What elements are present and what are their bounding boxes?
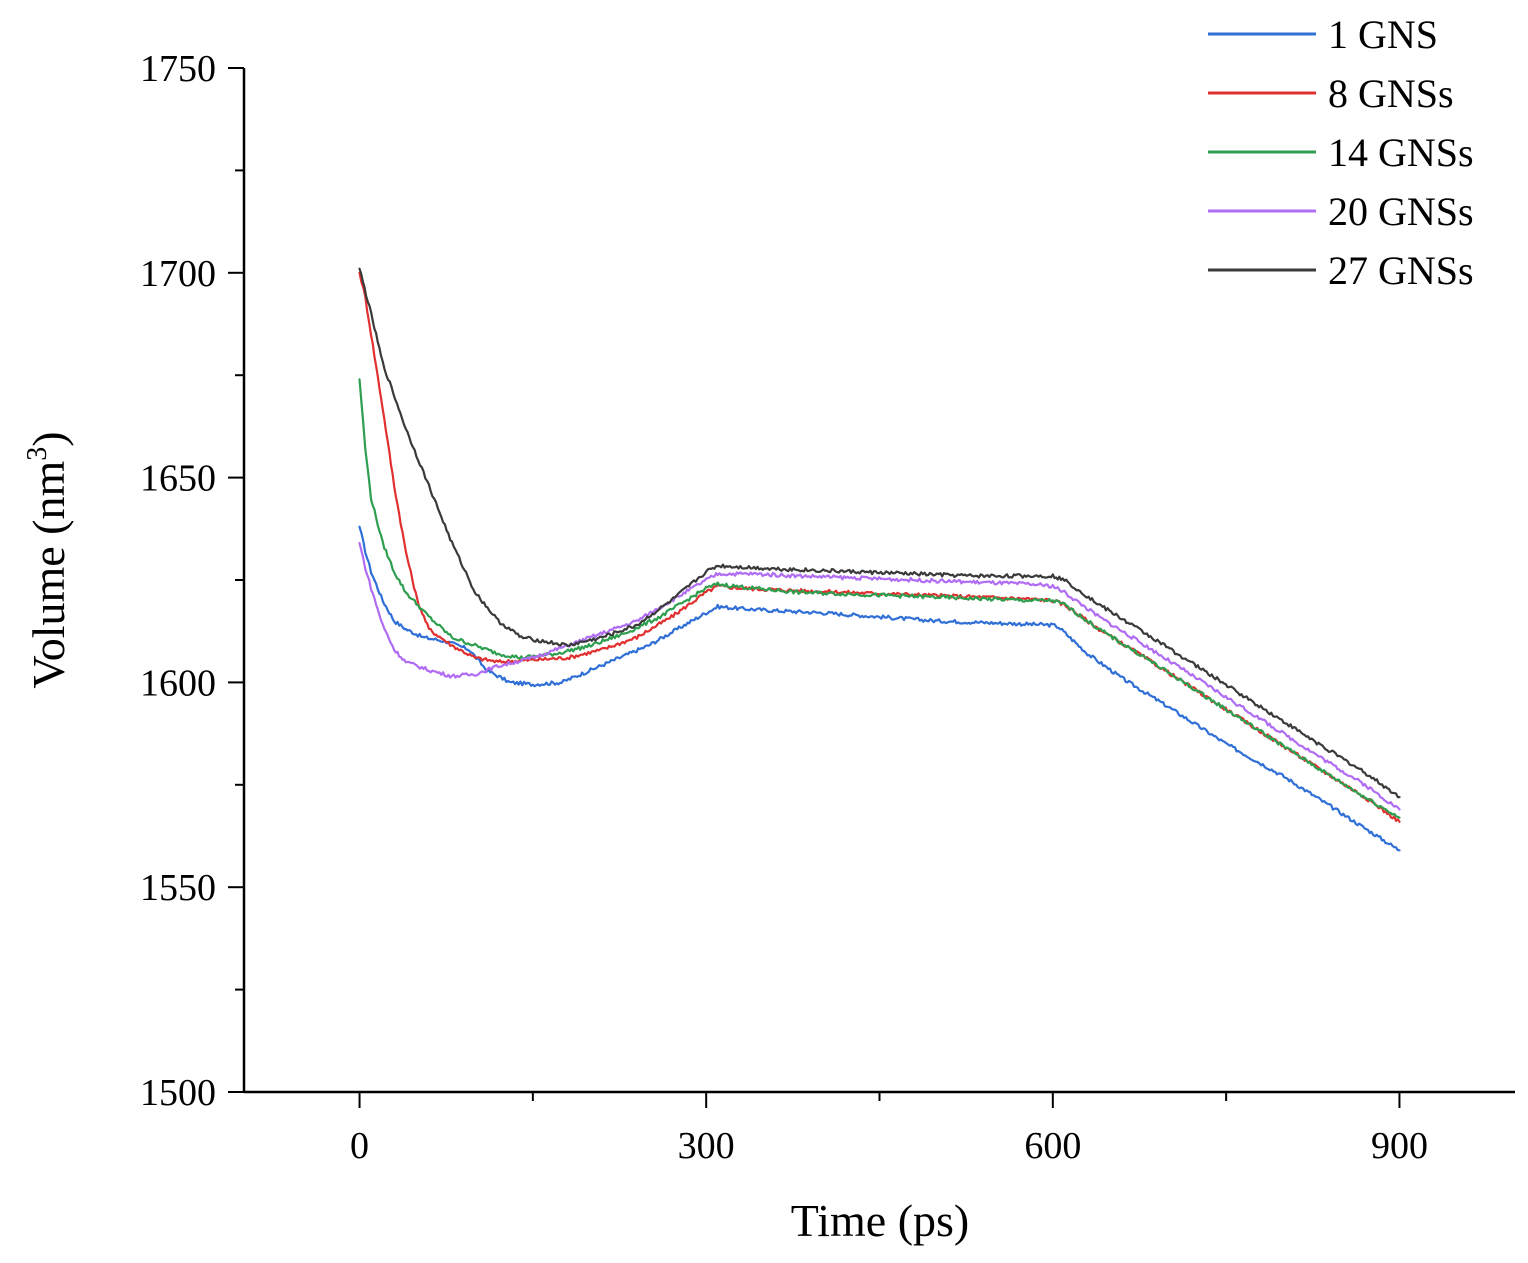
y-axis-title-superscript: 3 (22, 447, 53, 461)
legend-label: 8 GNSs (1328, 71, 1454, 116)
x-tick-label: 900 (1371, 1125, 1428, 1167)
y-tick-label: 1650 (140, 458, 216, 500)
legend-label: 27 GNSs (1328, 248, 1474, 293)
series-line-1-gns (358, 525, 1401, 852)
series-line-27-gnss (358, 267, 1401, 799)
legend-label: 1 GNS (1328, 12, 1438, 57)
legend: 1 GNS 8 GNSs 14 GNSs 20 GNSs 27 GNSs (1208, 12, 1474, 293)
series-line-20-gnss (358, 542, 1401, 811)
axes (242, 68, 1515, 1094)
y-tick-label: 1500 (140, 1072, 216, 1114)
x-tick-label: 600 (1024, 1125, 1081, 1167)
axis-ticks (228, 67, 1401, 1108)
x-axis-title: Time (ps) (791, 1195, 970, 1246)
y-tick-label: 1700 (140, 253, 216, 295)
series-line-14-gnss (358, 378, 1401, 819)
y-axis-title-close: ) (23, 431, 74, 446)
series-line-8-gnss (358, 271, 1401, 823)
legend-label: 20 GNSs (1328, 189, 1474, 234)
x-tick-label: 300 (678, 1125, 735, 1167)
legend-label: 14 GNSs (1328, 130, 1474, 175)
x-tick-label: 0 (350, 1125, 369, 1167)
y-tick-label: 1550 (140, 867, 216, 909)
y-tick-label: 1750 (140, 48, 216, 90)
y-tick-label: 1600 (140, 662, 216, 704)
series-lines (358, 267, 1401, 852)
y-axis-title-main: Volume (nm (23, 461, 74, 689)
y-axis-title: Volume (nm3) (22, 431, 74, 688)
axis-tick-labels: 1500 1550 1600 1650 1700 1750 0 300 600 900 (140, 48, 1428, 1167)
